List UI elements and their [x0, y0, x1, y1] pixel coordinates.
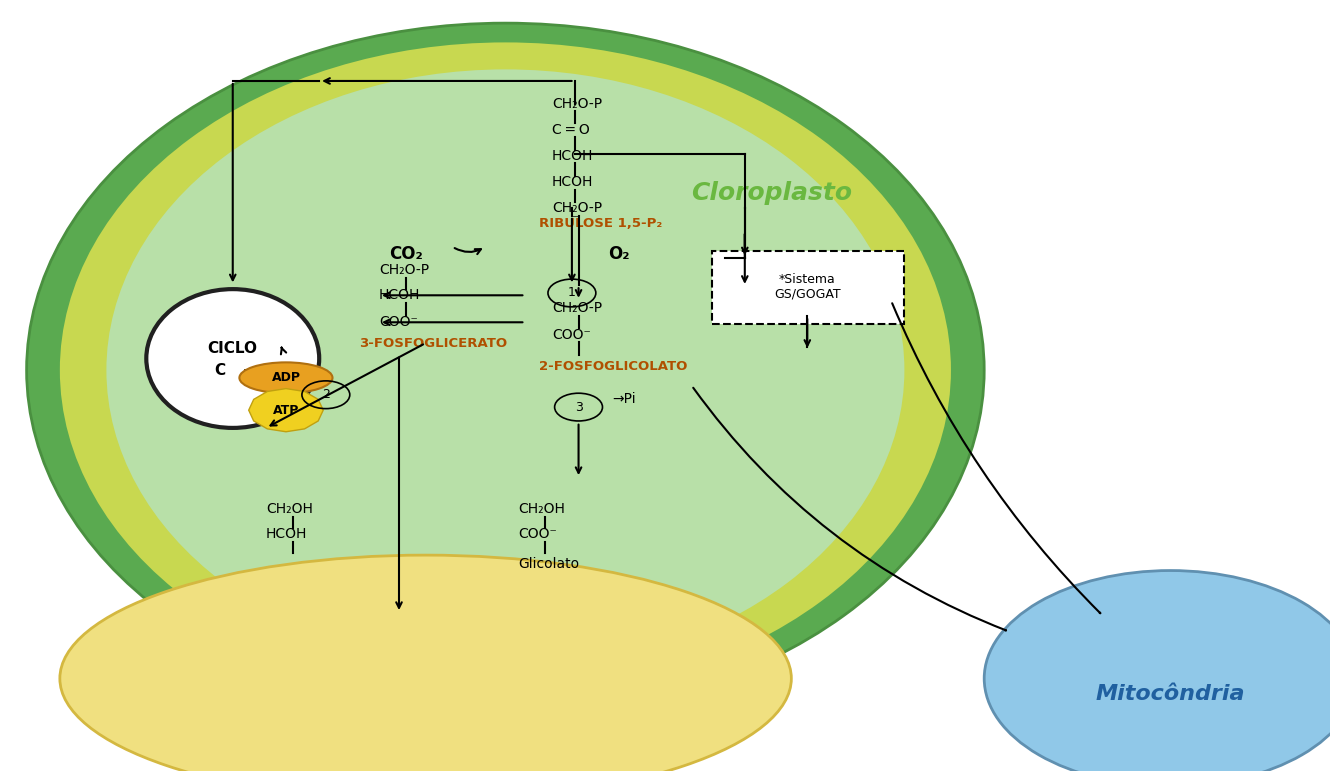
Text: COO⁻: COO⁻: [379, 315, 418, 329]
Text: Glicolato: Glicolato: [519, 557, 580, 571]
Text: C = O: C = O: [552, 123, 589, 136]
Text: CH₂O-P: CH₂O-P: [379, 263, 430, 277]
Text: CH₂O-P: CH₂O-P: [552, 97, 602, 111]
FancyArrowPatch shape: [693, 388, 1005, 631]
Text: HCOH: HCOH: [552, 175, 593, 189]
Text: CH₂O-P: CH₂O-P: [552, 201, 602, 215]
Text: C: C: [214, 362, 225, 378]
Text: 3-FOSFOGLICERATO: 3-FOSFOGLICERATO: [359, 337, 507, 349]
Text: O₂: O₂: [608, 245, 629, 264]
Text: CICLO: CICLO: [207, 341, 258, 356]
Text: *Sistema
GS/GOGAT: *Sistema GS/GOGAT: [774, 273, 841, 301]
Text: Mitocôndria: Mitocôndria: [1096, 684, 1245, 704]
Text: CH₂O-P: CH₂O-P: [552, 301, 602, 315]
Text: 1: 1: [568, 287, 576, 299]
Ellipse shape: [984, 571, 1330, 771]
Text: 2-FOSFOGLICOLATO: 2-FOSFOGLICOLATO: [539, 360, 688, 372]
Ellipse shape: [60, 42, 951, 698]
Ellipse shape: [146, 289, 319, 428]
Ellipse shape: [106, 69, 904, 671]
Text: 3: 3: [575, 401, 583, 413]
Text: ATP: ATP: [273, 404, 299, 416]
Text: 2: 2: [322, 389, 330, 401]
Text: 3: 3: [242, 369, 250, 379]
Text: COO⁻: COO⁻: [552, 328, 591, 342]
Text: COO⁻: COO⁻: [519, 527, 557, 541]
Text: CH₂OH: CH₂OH: [266, 502, 313, 516]
Text: CH₂OH: CH₂OH: [519, 502, 565, 516]
Text: →Pi: →Pi: [612, 392, 636, 406]
Text: HCOH: HCOH: [379, 288, 420, 302]
Text: HCOH: HCOH: [552, 149, 593, 163]
Text: Cloroplasto: Cloroplasto: [690, 180, 853, 205]
Ellipse shape: [27, 23, 984, 717]
Text: HCOH: HCOH: [266, 527, 307, 541]
Text: CO₂: CO₂: [388, 245, 423, 264]
FancyBboxPatch shape: [712, 251, 904, 324]
Text: ADP: ADP: [271, 372, 301, 384]
Text: RIBULOSE 1,5-P₂: RIBULOSE 1,5-P₂: [539, 217, 662, 230]
Ellipse shape: [239, 362, 332, 393]
Ellipse shape: [60, 555, 791, 771]
FancyArrowPatch shape: [892, 303, 1100, 613]
